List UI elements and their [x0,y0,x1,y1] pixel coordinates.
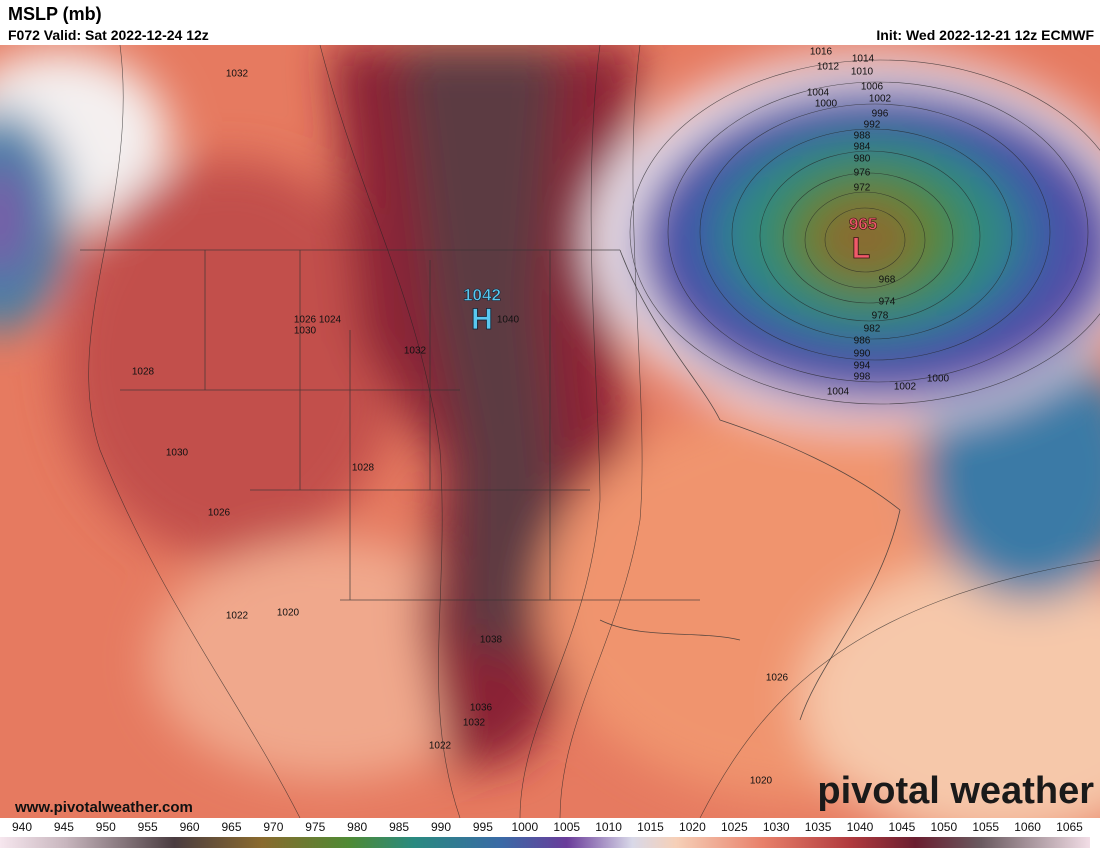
colorbar-tick: 960 [180,820,200,834]
valid-time: F072 Valid: Sat 2022-12-24 12z [8,27,209,43]
isobar-label: 1022 [429,741,452,752]
logo: pivotal weather [817,770,1094,812]
high-letter: H [471,303,493,336]
isobar-label: 1012 [817,62,840,73]
colorbar-tick: 1045 [889,820,916,834]
init-time: Init: Wed 2022-12-21 12z ECMWF [876,27,1094,43]
isobar-label: 998 [854,372,871,383]
isobar-label: 974 [879,297,896,308]
colorbar-tick: 1050 [930,820,957,834]
isobar-label: 1000 [815,99,838,110]
colorbar-tick: 1065 [1056,820,1083,834]
colorbar-tick: 950 [96,820,116,834]
colorbar-tick: 990 [431,820,451,834]
isobar-label: 1030 [294,326,317,337]
isobar-label: 986 [854,336,871,347]
isobar-label: 1016 [810,47,833,58]
isobar-label: 1002 [869,94,892,105]
isobar-label: 1028 [132,367,155,378]
colorbar-tick: 985 [389,820,409,834]
isobar-label: 1004 [827,387,850,398]
colorbar-tick: 1040 [847,820,874,834]
header-bg [0,0,1100,45]
colorbar-tick: 995 [473,820,493,834]
isobar-label: 1030 [166,448,189,459]
isobar-label: 1002 [894,382,917,393]
isobar-label: 990 [854,349,871,360]
colorbar-tick: 970 [263,820,283,834]
website: www.pivotalweather.com [14,799,193,816]
colorbar-tick: 980 [347,820,367,834]
isobar-label: 976 [854,168,871,179]
colorbar-tick: 1015 [637,820,664,834]
colorbar-tick: 965 [221,820,241,834]
isobar-label: 972 [854,183,871,194]
isobar-label: 1032 [226,69,249,80]
colorbar-tick: 940 [12,820,32,834]
high-value: 1042 [463,285,501,304]
isobar-label: 1004 [807,88,830,99]
isobar-label: 1024 [319,315,342,326]
colorbar-tick: 1020 [679,820,706,834]
isobar-label: 980 [854,154,871,165]
colorbar-tick: 975 [305,820,325,834]
isobar-label: 1026 [766,673,789,684]
title: MSLP (mb) [8,4,102,24]
colorbar-tick: 945 [54,820,74,834]
isobar-label: 1022 [226,611,249,622]
isobar-label: 992 [864,120,881,131]
isobar-label: 1038 [480,635,503,646]
isobar-label: 1036 [470,703,493,714]
isobar-label: 1010 [851,67,874,78]
colorbar-tick: 1060 [1014,820,1041,834]
colorbar-tick: 1035 [805,820,832,834]
isobar-label: 1028 [352,463,375,474]
isobar-label: 1040 [497,315,520,326]
isobar-label: 1014 [852,54,875,65]
isobar-label: 994 [854,361,871,372]
colorbar-tick: 1005 [553,820,580,834]
isobar-label: 982 [864,324,881,335]
colorbar-tick: 1025 [721,820,748,834]
isobar-label: 968 [879,275,896,286]
colorbar [0,837,1090,848]
isobar-label: 1026 [208,508,231,519]
isobar-label: 1020 [277,608,300,619]
colorbar-tick: 1000 [511,820,538,834]
isobar-label: 1020 [750,776,773,787]
colorbar-tick: 1055 [972,820,999,834]
isobar-label: 984 [854,142,871,153]
colorbar-tick: 1010 [595,820,622,834]
low-letter: L [852,232,870,265]
isobar-label: 1032 [404,346,427,357]
isobar-label: 1032 [463,718,486,729]
isobar-label: 996 [872,109,889,120]
colorbar-tick: 1030 [763,820,790,834]
isobar-label: 988 [854,131,871,142]
isobar-label: 1006 [861,82,884,93]
isobar-label: 978 [872,311,889,322]
isobar-label: 1026 [294,315,317,326]
low-value: 965 [849,214,877,233]
isobar-label: 1000 [927,374,950,385]
colorbar-tick: 955 [138,820,158,834]
